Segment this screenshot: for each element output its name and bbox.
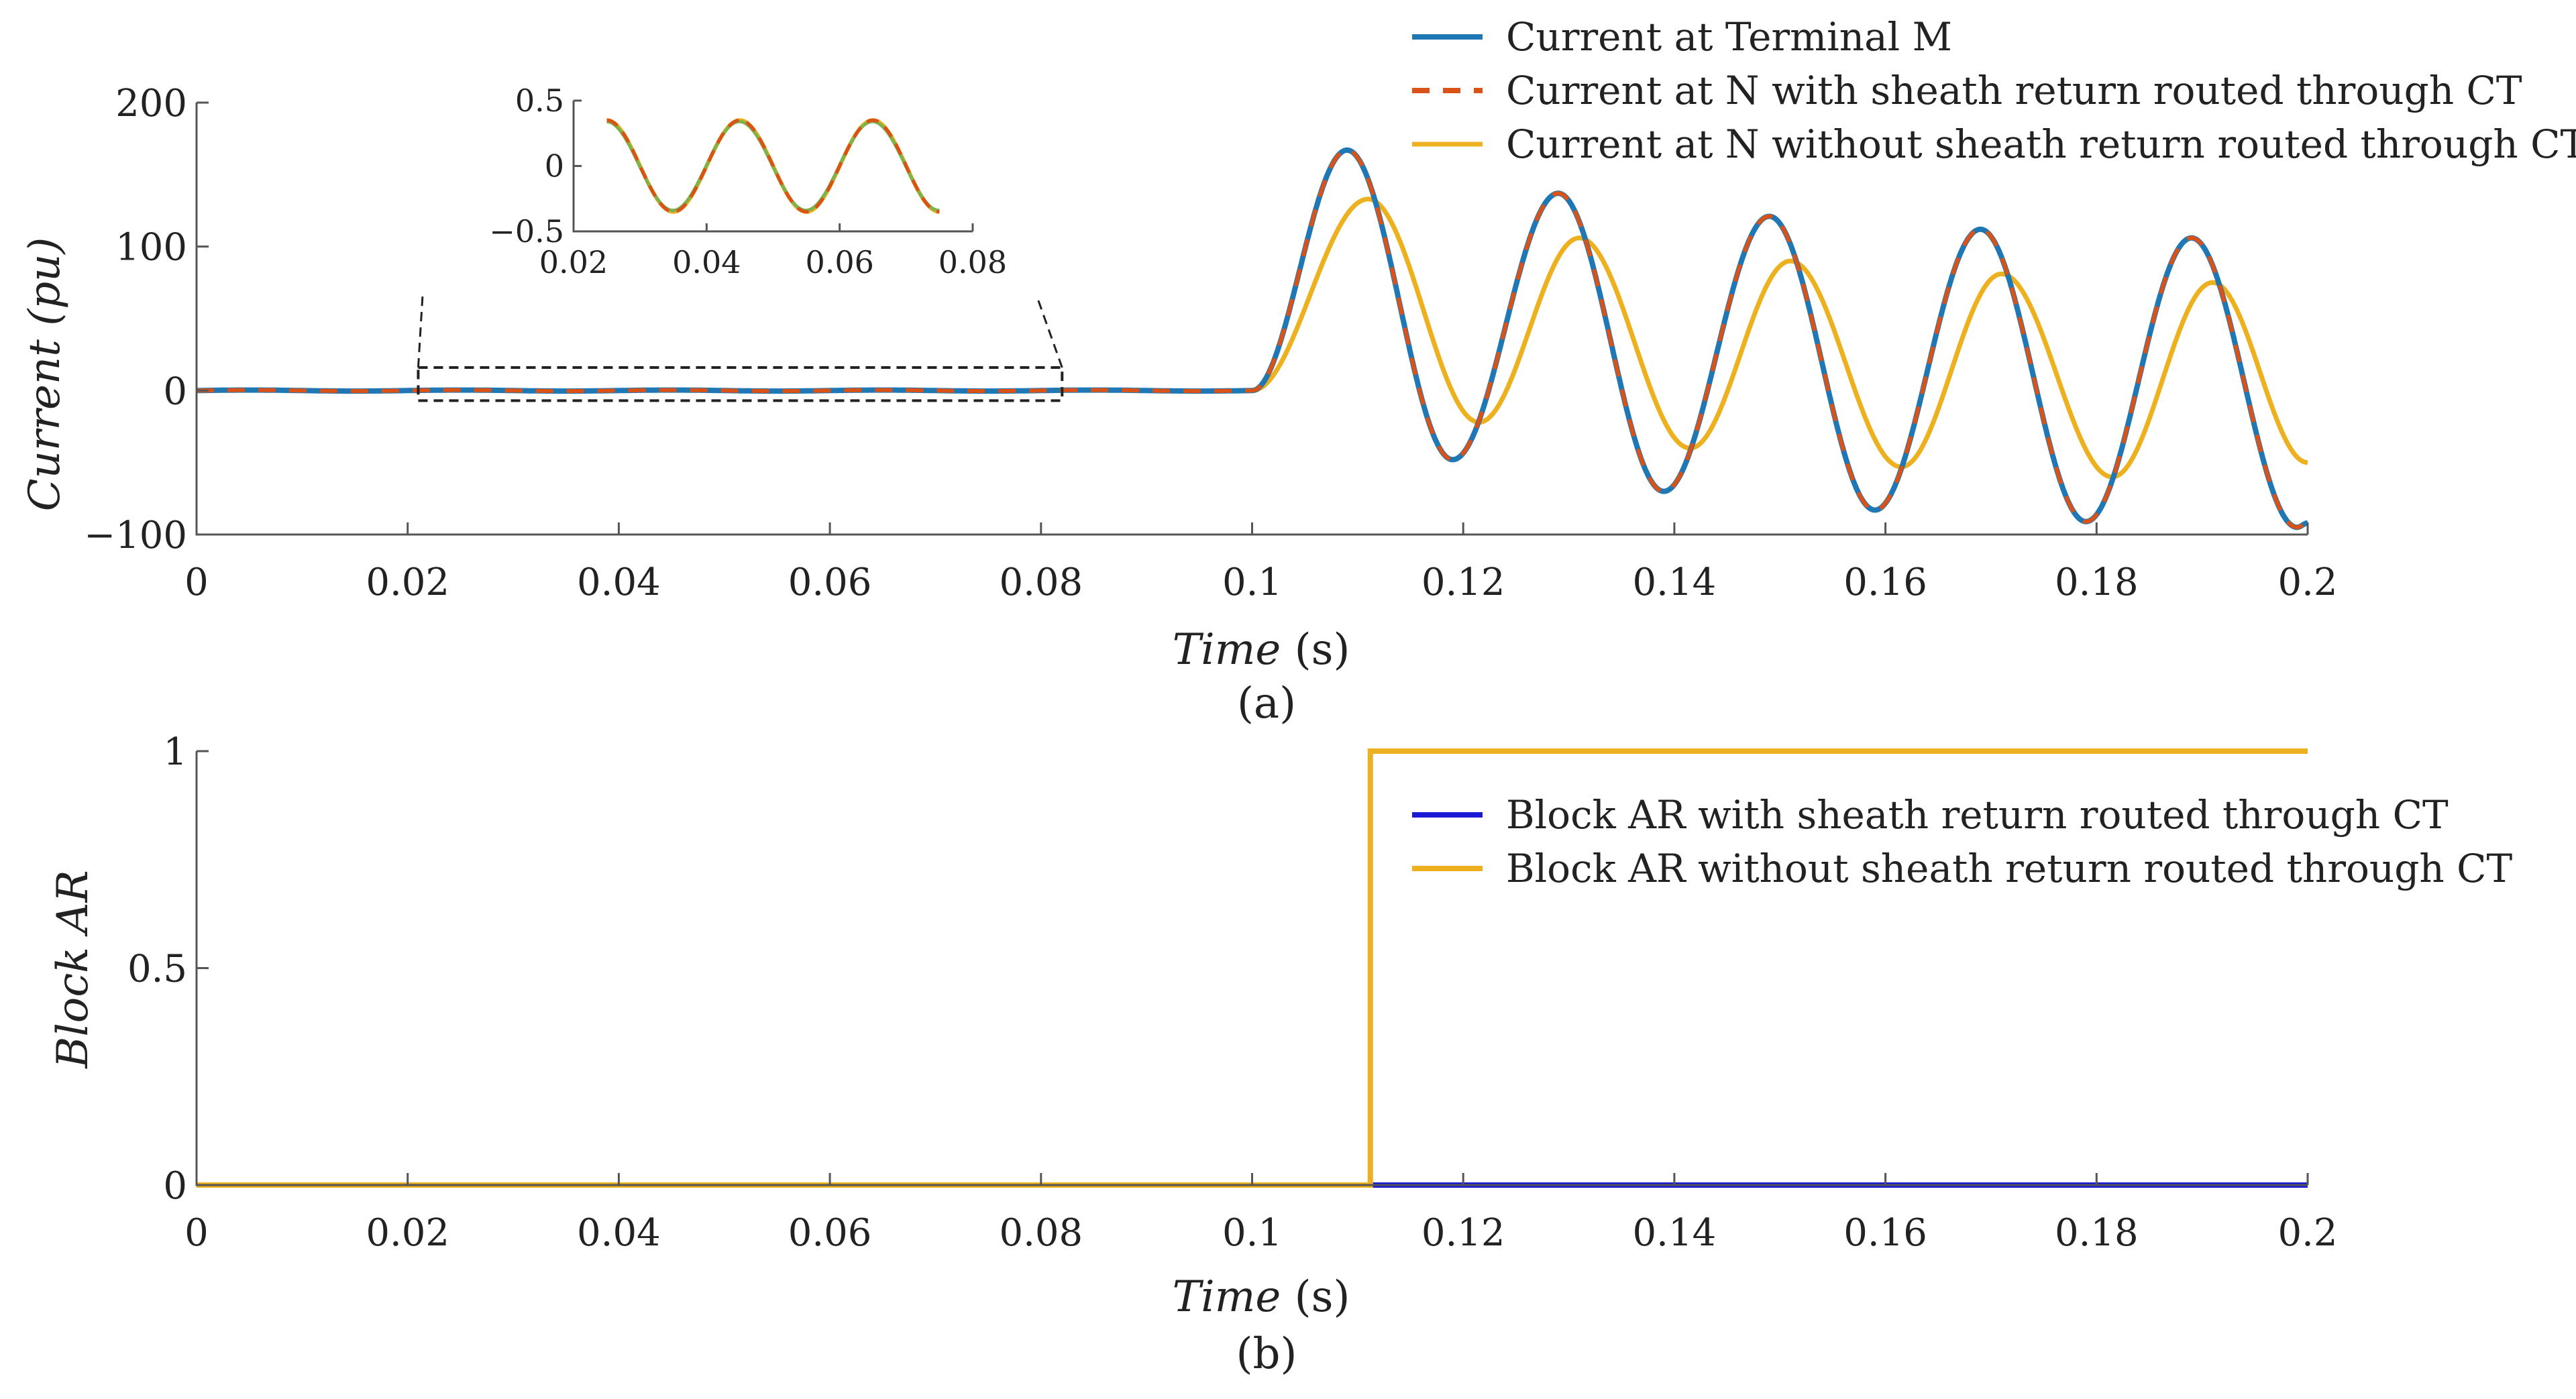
zoom-connector-right [1035, 294, 1063, 368]
panel-a-xtick-label: 0.1 [1222, 561, 1282, 604]
panel-a-xtick-label: 0.02 [366, 561, 449, 604]
panel-b-xtick-label: 0.08 [999, 1211, 1083, 1255]
panel-a-xtick-label: 0.2 [2277, 561, 2337, 604]
panel-b-ytick-label: 0 [163, 1164, 187, 1208]
panel-b-xtick-label: 0.06 [788, 1211, 872, 1255]
panel-b-ylabel: Block AR [48, 870, 98, 1068]
legend-b-label-1: Block AR without sheath return routed th… [1506, 846, 2513, 891]
panel-b-xtick-label: 0.2 [2277, 1211, 2337, 1255]
panel-b-legend: Block AR with sheath return routed throu… [1412, 792, 2513, 891]
inset-xtick-label: 0.04 [672, 244, 741, 280]
panel-a-xtick-label: 0.08 [999, 561, 1083, 604]
panel-b-xtick-label: 0.1 [1222, 1211, 1282, 1255]
panel-a-xlabel: Time (s) [1173, 625, 1350, 675]
panel-b-xtick-label: 0.16 [1843, 1211, 1927, 1255]
inset-ytick-label: 0.5 [515, 82, 564, 119]
panel-b-ytick-label: 0.5 [127, 948, 187, 991]
panel-a-xtick-label: 0.12 [1421, 561, 1505, 604]
panel-a-ylabel: Current (pu) [20, 237, 70, 512]
panel-a-label: (a) [1237, 679, 1296, 728]
inset-xtick-label: 0.08 [938, 244, 1007, 280]
legend-a-label-2: Current at N without sheath return route… [1506, 121, 2576, 167]
zoom-region-box [417, 366, 1064, 402]
panel-a-xtick-label: 0.18 [2055, 561, 2139, 604]
legend-b-label-0: Block AR with sheath return routed throu… [1506, 792, 2449, 838]
panel-a-chart: 0 0.02 0.04 0.06 0.08 0.1 0.12 0.14 0.16 0.18 0.2 … [20, 14, 2576, 728]
panel-a-axis-lines [195, 103, 2308, 536]
panel-a-ytick-label: 200 [115, 82, 187, 125]
panel-b-xtick-label: 0.14 [1633, 1211, 1717, 1255]
panel-b-xtick-label: 0 [184, 1211, 209, 1255]
panel-a-xtick-label: 0.04 [577, 561, 661, 604]
panel-b-chart: 0 0.02 0.04 0.06 0.08 0.1 0.12 0.14 0.16 0.18 0.2 … [48, 730, 2513, 1379]
inset-ytick-label: 0 [545, 148, 564, 184]
inset-xtick-label: 0.06 [805, 244, 873, 280]
panel-b-ytick-label: 1 [163, 730, 187, 774]
panel-b-xtick-label: 0.18 [2055, 1211, 2139, 1255]
panel-a-xtick-label: 0 [184, 561, 209, 604]
panel-b-xtick-label: 0.12 [1421, 1211, 1505, 1255]
panel-a-xtick-label: 0.06 [788, 561, 872, 604]
legend-a-label-0: Current at Terminal M [1506, 14, 1952, 60]
panel-b-xtick-label: 0.04 [577, 1211, 661, 1255]
legend-a-label-1: Current at N with sheath return routed t… [1506, 68, 2522, 113]
panel-b-xlabel: Time (s) [1173, 1272, 1350, 1322]
inset-n-with-line [606, 118, 940, 214]
zoom-connector-left [417, 294, 424, 368]
inset-ytick-label: −0.5 [489, 213, 564, 249]
panel-a-legend: Current at Terminal M Current at N with s… [1412, 14, 2576, 167]
panel-a-xtick-label: 0.16 [1843, 561, 1927, 604]
panel-b-label: (b) [1236, 1329, 1297, 1379]
panel-a-ytick-label: −100 [84, 514, 187, 557]
series-current-n-with-line [197, 148, 2308, 530]
panel-a-ytick-label: 100 [115, 226, 187, 270]
panel-a-xtick-label: 0.14 [1633, 561, 1717, 604]
panel-b-xtick-label: 0.02 [366, 1211, 449, 1255]
inset-xtick-label: 0.02 [539, 244, 608, 280]
panel-a-ytick-label: 0 [163, 370, 187, 413]
series-current-terminal-m-line [197, 147, 2308, 530]
